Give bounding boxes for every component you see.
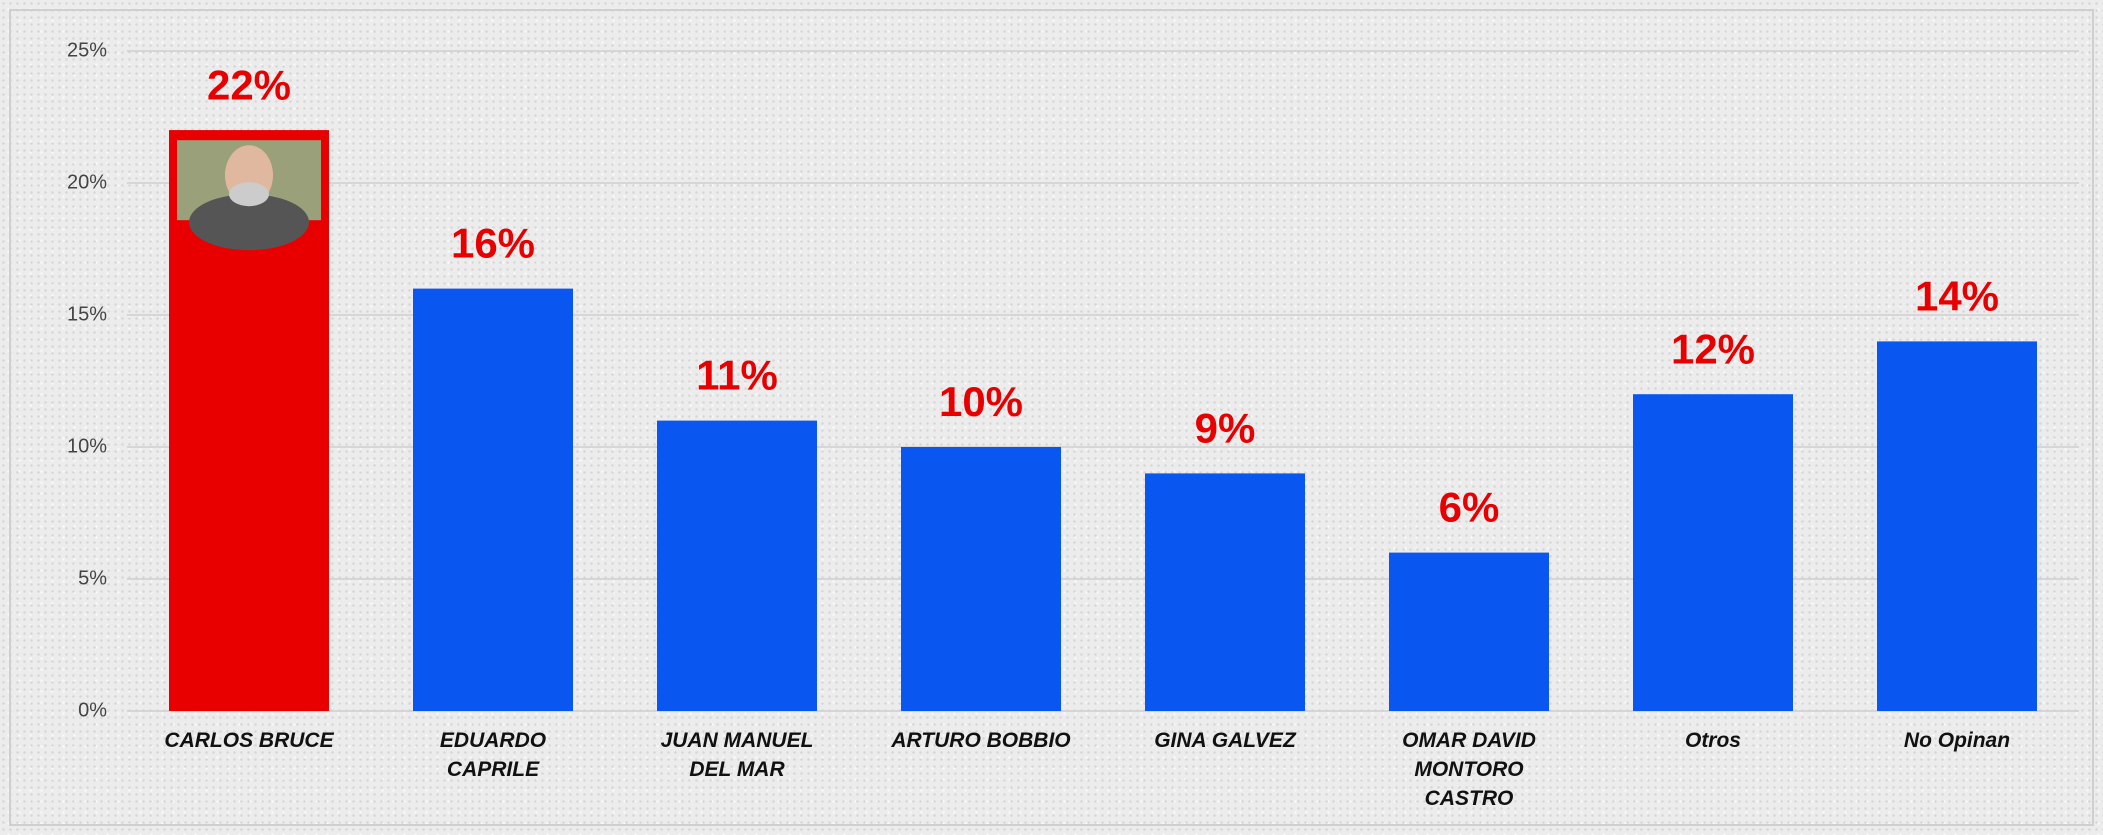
y-tick-label: 10% (67, 435, 107, 457)
bar (1145, 473, 1305, 711)
x-tick-label: CARLOS BRUCE (164, 729, 334, 752)
x-tick-label: GINA GALVEZ (1154, 729, 1296, 752)
y-tick-label: 5% (78, 567, 107, 589)
y-tick-label: 15% (67, 303, 107, 325)
value-label: 22% (207, 61, 291, 108)
bar (901, 447, 1061, 711)
x-tick-label: OMAR DAVID MONTORO CASTRO (1402, 729, 1536, 810)
value-label: 16% (451, 220, 535, 267)
bar (1389, 552, 1549, 711)
value-label: 14% (1915, 272, 1999, 319)
y-tick-label: 25% (67, 39, 107, 61)
y-tick-label: 0% (78, 699, 107, 721)
bar (413, 288, 573, 711)
value-label: 10% (939, 378, 1023, 425)
y-tick-label: 20% (67, 171, 107, 193)
value-label: 12% (1671, 325, 1755, 372)
x-tick-label: EDUARDO CAPRILE (439, 729, 547, 781)
value-label: 9% (1195, 404, 1256, 451)
portrait-body (189, 194, 309, 251)
x-tick-label: No Opinan (1903, 729, 2011, 752)
portrait-beard (229, 182, 269, 207)
value-label: 6% (1439, 484, 1500, 531)
x-tick-label: ARTURO BOBBIO (891, 729, 1071, 752)
bar (1633, 394, 1793, 711)
chart-border (9, 9, 2094, 826)
bar (1877, 341, 2037, 711)
value-label: 11% (696, 352, 778, 399)
bar (657, 420, 817, 711)
x-tick-label: JUAN MANUEL DEL MAR (660, 729, 814, 781)
x-tick-label: Otros (1684, 729, 1741, 752)
